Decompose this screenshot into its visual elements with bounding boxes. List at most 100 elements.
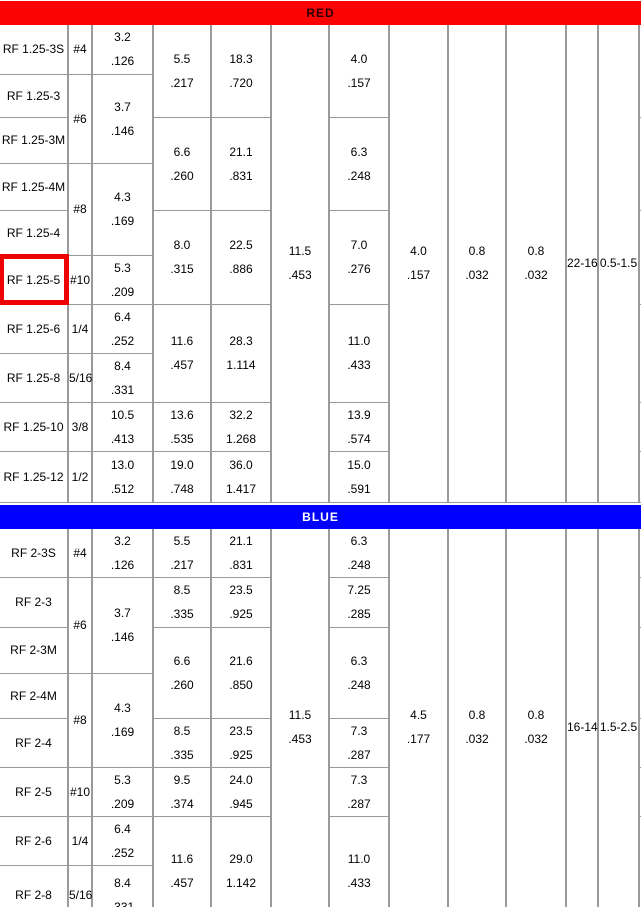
mm-value: 4.0 bbox=[410, 244, 427, 259]
dim1-cell: 3.7 .146 bbox=[91, 73, 154, 164]
part-cell: RF 1.25-4 bbox=[0, 209, 69, 256]
mm-value: 7.0 bbox=[350, 238, 368, 252]
dim1-cell: 6.4 .252 bbox=[91, 815, 154, 866]
inch-value: .331 bbox=[110, 900, 135, 907]
mm-value: 3.2 bbox=[114, 30, 131, 45]
mm-value: 0.8 bbox=[527, 707, 545, 722]
mm-value: 3.2 bbox=[114, 533, 131, 548]
mm-value: 8.0 bbox=[173, 238, 191, 252]
inch-value: .331 bbox=[110, 382, 135, 397]
dim2-cell: 6.6 .260 bbox=[152, 626, 212, 719]
mm-value: 4.3 bbox=[114, 190, 131, 204]
dim5-cell: 7.3 .287 bbox=[328, 766, 390, 817]
mm-value: 28.3 bbox=[229, 334, 253, 348]
blue-section-table: RF 2-3S #4 3.2 .126 5.5 .217 21.1 .831 11.5… bbox=[0, 528, 641, 907]
dim3-cell: 28.3 1.114 bbox=[210, 303, 272, 403]
mm-value: 6.3 bbox=[350, 653, 368, 668]
stud-cell: 1/2 bbox=[67, 450, 93, 503]
awg-cell: 22-16 bbox=[565, 25, 599, 503]
mm-value: 5.5 bbox=[173, 533, 191, 548]
dim2-cell: 8.5 .335 bbox=[152, 717, 212, 768]
mm-value: 13.9 bbox=[347, 407, 371, 422]
dim1-cell: 3.2 .126 bbox=[91, 528, 154, 578]
inch-value: .720 bbox=[229, 75, 253, 90]
mm-value: 6.3 bbox=[350, 144, 368, 159]
range-cell: 0.5-1.5 bbox=[597, 25, 640, 503]
inch-value: .248 bbox=[347, 557, 371, 572]
inch-value: .831 bbox=[229, 557, 253, 572]
inch-value: .032 bbox=[524, 731, 548, 746]
dim3-cell: 18.3 .720 bbox=[210, 25, 272, 118]
inch-value: .925 bbox=[229, 747, 253, 762]
inch-value: .886 bbox=[229, 262, 253, 276]
inch-value: .945 bbox=[229, 796, 253, 811]
part-cell: RF 1.25-6 bbox=[0, 303, 69, 354]
part-cell: RF 1.25-10 bbox=[0, 401, 69, 452]
mm-value: 5.3 bbox=[114, 772, 131, 787]
dim5-cell: 11.0 .433 bbox=[328, 815, 390, 907]
mm-value: 13.0 bbox=[110, 457, 135, 472]
part-cell: RF 1.25-8 bbox=[0, 352, 69, 403]
mm-value: 21.1 bbox=[229, 144, 253, 159]
part-cell: RF 1.25-3M bbox=[0, 116, 69, 164]
mm-value: 15.0 bbox=[347, 457, 371, 472]
awg-cell: 16-14 bbox=[565, 528, 599, 907]
dim2-cell: 9.5 .374 bbox=[152, 766, 212, 817]
inch-value: .157 bbox=[406, 268, 431, 283]
dim1-cell: 13.0 .512 bbox=[91, 450, 154, 503]
inch-value: .146 bbox=[110, 630, 135, 644]
edge-cell bbox=[638, 450, 641, 503]
mm-value: 8.4 bbox=[114, 876, 131, 890]
inch-value: .177 bbox=[406, 731, 431, 746]
inch-value: .512 bbox=[110, 481, 135, 496]
dim5-cell: 7.3 .287 bbox=[328, 717, 390, 768]
dim5-cell: 6.3 .248 bbox=[328, 528, 390, 578]
dim1-cell: 5.3 .209 bbox=[91, 254, 154, 305]
stud-cell: #10 bbox=[67, 766, 93, 817]
mm-value: 23.5 bbox=[229, 723, 253, 738]
dim3-cell: 22.5 .886 bbox=[210, 209, 272, 305]
inch-value: .413 bbox=[110, 431, 135, 446]
dim1-cell: 5.3 .209 bbox=[91, 766, 154, 817]
dim5-cell: 15.0 .591 bbox=[328, 450, 390, 503]
mm-value: 6.4 bbox=[114, 821, 131, 836]
mm-value: 6.6 bbox=[173, 653, 191, 668]
mm-value: 5.5 bbox=[173, 51, 191, 66]
inch-value: .287 bbox=[347, 796, 371, 811]
inch-value: .248 bbox=[347, 168, 371, 183]
dim3-cell: 21.6 .850 bbox=[210, 626, 272, 719]
mm-value: 4.0 bbox=[350, 51, 368, 66]
inch-value: .925 bbox=[229, 607, 253, 621]
range-cell: 1.5-2.5 bbox=[597, 528, 640, 907]
part-cell: RF 2-4M bbox=[0, 672, 69, 719]
mm-value: 24.0 bbox=[229, 772, 253, 787]
dim1-cell: 8.4 .331 bbox=[91, 352, 154, 403]
mm-value: 5.3 bbox=[114, 260, 131, 275]
dim2-cell: 13.6 .535 bbox=[152, 401, 212, 452]
inch-value: .209 bbox=[110, 284, 135, 299]
stud-cell: #8 bbox=[67, 672, 93, 768]
mm-value: 11.6 bbox=[170, 851, 194, 866]
mm-value: 29.0 bbox=[229, 851, 253, 866]
part-cell: RF 1.25-12 bbox=[0, 450, 69, 503]
dim3-cell: 29.0 1.142 bbox=[210, 815, 272, 907]
inch-value: .453 bbox=[288, 268, 312, 283]
part-cell: RF 2-8 bbox=[0, 864, 69, 907]
inch-value: 1.417 bbox=[225, 481, 257, 496]
mm-value: 0.8 bbox=[468, 244, 486, 259]
dim2-cell: 5.5 .217 bbox=[152, 528, 212, 578]
stud-cell: #4 bbox=[67, 25, 93, 75]
inch-value: .335 bbox=[170, 747, 194, 762]
inch-value: .315 bbox=[170, 262, 194, 276]
inch-value: .535 bbox=[170, 431, 194, 446]
dim2-cell: 8.5 .335 bbox=[152, 576, 212, 628]
inch-value: .591 bbox=[347, 481, 371, 496]
mm-value: 11.0 bbox=[347, 334, 371, 348]
inch-value: .457 bbox=[170, 875, 194, 890]
edge-cell bbox=[638, 815, 641, 907]
dim1-cell: 4.3 .169 bbox=[91, 162, 154, 256]
red-section-banner: RED bbox=[0, 1, 641, 25]
inch-value: .252 bbox=[110, 333, 135, 348]
inch-value: .374 bbox=[170, 796, 194, 811]
